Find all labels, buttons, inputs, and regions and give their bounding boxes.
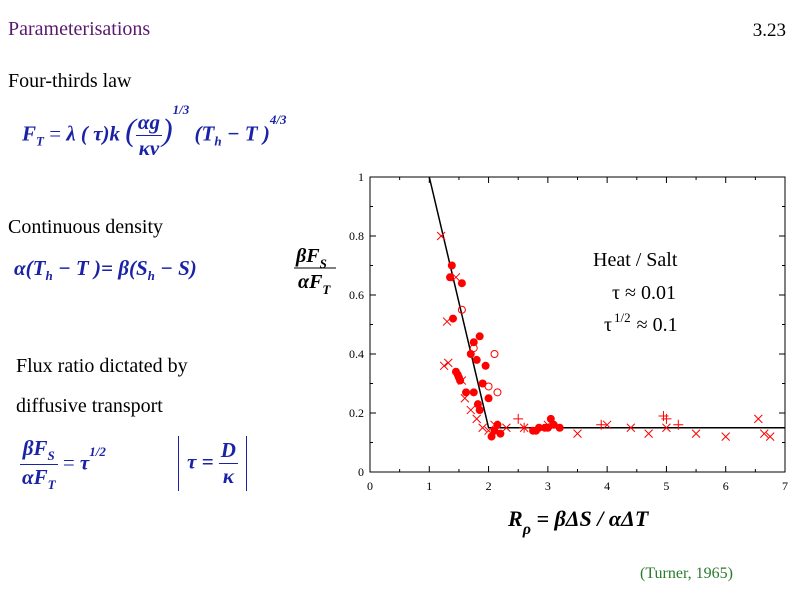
data-point-filled-circle bbox=[481, 361, 490, 370]
data-point-filled-circle bbox=[478, 379, 487, 388]
data-point-plus bbox=[661, 413, 672, 424]
x-tick-label: 3 bbox=[545, 479, 551, 493]
x-axis-label: Rρ = βΔS / αΔT bbox=[507, 506, 650, 538]
data-point-filled-circle bbox=[490, 426, 499, 435]
x-tick-label: 6 bbox=[723, 479, 729, 493]
flux-ratio-heading-line2: diffusive transport bbox=[16, 395, 163, 417]
flux-ratio-equation: βFS αFT = τ1/2 bbox=[20, 436, 106, 493]
data-point-cross bbox=[457, 376, 467, 385]
y-tick-label: 1 bbox=[358, 170, 364, 184]
data-point-cross bbox=[436, 231, 446, 241]
data-point-cross bbox=[451, 272, 461, 282]
y-axis-label-denominator: αFT bbox=[298, 271, 331, 297]
data-point-cross bbox=[472, 414, 482, 424]
data-point-cross bbox=[721, 432, 731, 441]
fit-line bbox=[428, 176, 785, 429]
x-tick-label: 1 bbox=[426, 479, 432, 493]
data-point-plus bbox=[519, 422, 530, 433]
data-point-filled-circle bbox=[534, 423, 543, 432]
data-point-filled-circle bbox=[475, 332, 484, 341]
data-point-cross bbox=[662, 423, 671, 433]
data-point-open-circle bbox=[490, 350, 499, 358]
data-point-cross bbox=[573, 429, 582, 439]
continuous-density-heading: Continuous density bbox=[8, 216, 164, 238]
data-point-filled-circle bbox=[543, 423, 552, 432]
data-point-cross bbox=[753, 414, 763, 424]
data-point-filled-circle bbox=[493, 420, 502, 429]
data-point-filled-circle bbox=[469, 388, 478, 397]
data-point-plus bbox=[596, 419, 607, 430]
data-point-cross bbox=[478, 423, 487, 433]
data-point-cross bbox=[765, 432, 775, 441]
data-point-filled-circle bbox=[469, 338, 478, 347]
x-tick-label: 5 bbox=[663, 479, 669, 493]
data-point-filled-circle bbox=[466, 350, 475, 358]
x-tick-label: 2 bbox=[486, 479, 492, 493]
data-point-filled-circle bbox=[555, 423, 564, 432]
data-point-filled-circle bbox=[546, 414, 555, 423]
y-tick-label: 0 bbox=[358, 465, 364, 479]
y-tick-label: 0.4 bbox=[349, 347, 364, 361]
x-tick-label: 4 bbox=[604, 479, 610, 493]
data-point-cross bbox=[543, 420, 553, 430]
data-point-filled-circle bbox=[447, 261, 456, 270]
data-point-plus bbox=[513, 413, 524, 424]
data-point-filled-circle bbox=[456, 376, 465, 385]
data-point-cross bbox=[442, 317, 452, 326]
data-point-open-circle bbox=[493, 388, 502, 397]
x-tick-label: 0 bbox=[367, 479, 373, 493]
data-point-cross bbox=[466, 405, 476, 415]
x-tick-label: 7 bbox=[782, 479, 788, 493]
annotation-tau-sqrt: τ 1/2 ≈ 0.1 bbox=[604, 310, 678, 336]
data-point-open-circle bbox=[469, 344, 478, 353]
continuous-density-equation: α(Th − T )= β(Sh − S) bbox=[14, 256, 197, 284]
four-thirds-equation: FT = λ ( τ)k (αg κν)1/3 (Th − T )4/3 bbox=[22, 102, 287, 160]
data-point-filled-circle bbox=[487, 432, 496, 441]
data-point-plus bbox=[658, 410, 669, 421]
data-point-filled-circle bbox=[472, 355, 481, 364]
data-point-filled-circle bbox=[549, 420, 558, 429]
data-point-filled-circle bbox=[484, 394, 493, 403]
data-point-plus bbox=[673, 419, 684, 430]
data-point-cross bbox=[439, 361, 449, 371]
data-point-cross bbox=[759, 429, 769, 439]
data-point-cross bbox=[626, 423, 636, 433]
data-point-cross bbox=[502, 423, 511, 433]
data-point-cross bbox=[644, 429, 653, 439]
slide-title: Parameterisations bbox=[8, 18, 151, 40]
y-axis-label-numerator: βFS bbox=[295, 245, 327, 271]
data-point-cross bbox=[490, 420, 499, 430]
four-thirds-heading: Four-thirds law bbox=[8, 70, 132, 92]
citation: (Turner, 1965) bbox=[640, 565, 733, 582]
annotation-heat-salt: Heat / Salt bbox=[593, 249, 678, 271]
data-point-cross bbox=[443, 358, 453, 368]
data-point-open-circle bbox=[484, 382, 493, 391]
data-point-cross bbox=[691, 429, 701, 439]
flux-ratio-heading-line1: Flux ratio dictated by bbox=[16, 355, 188, 377]
slide-number: 3.23 bbox=[752, 20, 786, 41]
y-tick-label: 0.6 bbox=[349, 288, 364, 302]
data-point-filled-circle bbox=[475, 406, 484, 415]
data-point-cross bbox=[460, 393, 470, 403]
data-point-filled-circle bbox=[462, 388, 471, 397]
y-tick-label: 0.8 bbox=[349, 229, 364, 243]
data-point-cross bbox=[602, 420, 612, 430]
data-point-open-circle bbox=[457, 305, 466, 314]
y-tick-label: 0.2 bbox=[349, 406, 364, 420]
data-point-filled-circle bbox=[446, 273, 455, 282]
annotation-tau: τ ≈ 0.01 bbox=[612, 282, 676, 304]
data-point-filled-circle bbox=[449, 314, 457, 323]
